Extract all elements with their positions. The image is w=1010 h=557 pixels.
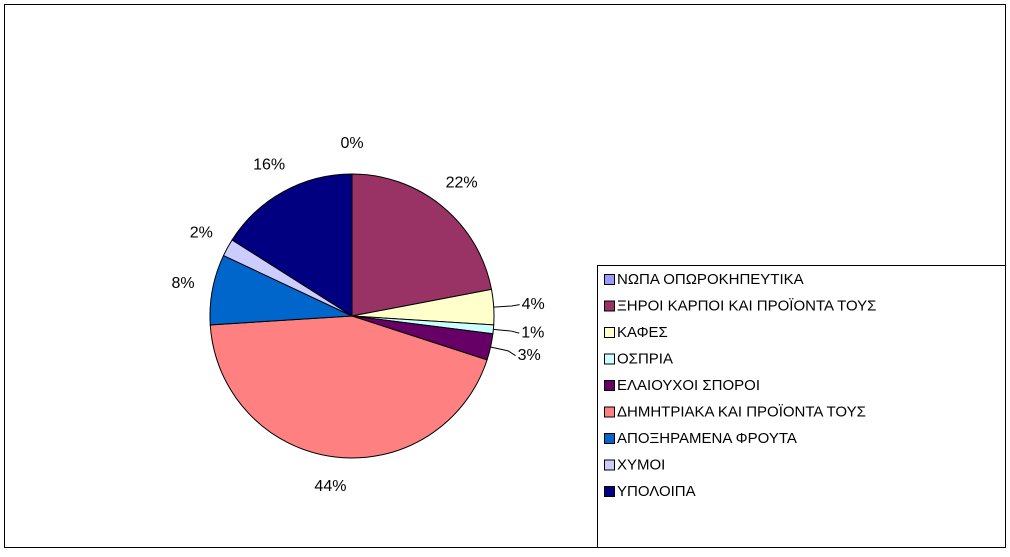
legend-swatch <box>604 486 615 497</box>
legend-swatch <box>604 274 615 285</box>
legend-label: ΧΥΜΟΙ <box>617 456 665 473</box>
legend-swatch <box>604 459 615 471</box>
data-label: 4% <box>522 296 545 313</box>
pie-slice <box>231 173 353 317</box>
legend-swatch <box>604 433 615 444</box>
data-label: 3% <box>518 347 541 364</box>
data-label: 22% <box>446 175 478 192</box>
legend-box <box>597 265 1006 548</box>
legend-swatch <box>604 406 615 418</box>
legend-label: ΝΩΠΑ ΟΠΩΡΟΚΗΠΕΥΤΙΚΑ <box>617 271 804 288</box>
legend-swatch <box>604 300 615 312</box>
pie-slice <box>351 173 493 317</box>
data-label: 44% <box>314 478 346 495</box>
data-label: 1% <box>521 324 544 341</box>
legend-swatch <box>604 327 615 338</box>
legend-label: ΟΣΠΡΙΑ <box>617 350 673 367</box>
legend-label: ΚΑΦΕΣ <box>617 324 668 341</box>
legend-label: ΔΗΜΗΤΡΙΑΚΑ ΚΑΙ ΠΡΟΪΟΝΤΑ ΤΟΥΣ <box>617 403 866 420</box>
data-label: 2% <box>190 224 213 241</box>
legend-swatch <box>604 380 615 391</box>
leader-line <box>493 304 520 308</box>
legend-label: ΑΠΟΞΗΡΑΜΕΝΑ ΦΡΟΥΤΑ <box>617 430 797 447</box>
legend-swatch <box>604 353 615 365</box>
data-label: 8% <box>171 275 194 292</box>
data-label: 16% <box>253 156 285 173</box>
legend-label: ΥΠΟΛΟΙΠΑ <box>617 483 696 500</box>
legend-label: ΞΗΡΟΙ ΚΑΡΠΟΙ ΚΑΙ ΠΡΟΪΟΝΤΑ ΤΟΥΣ <box>617 297 876 314</box>
leader-line <box>490 346 516 357</box>
leader-line <box>493 328 520 334</box>
legend-label: ΕΛΑΙΟΥΧΟΙ ΣΠΟΡΟΙ <box>617 377 760 394</box>
pie-slice <box>209 315 488 459</box>
data-label: 0% <box>340 135 363 152</box>
